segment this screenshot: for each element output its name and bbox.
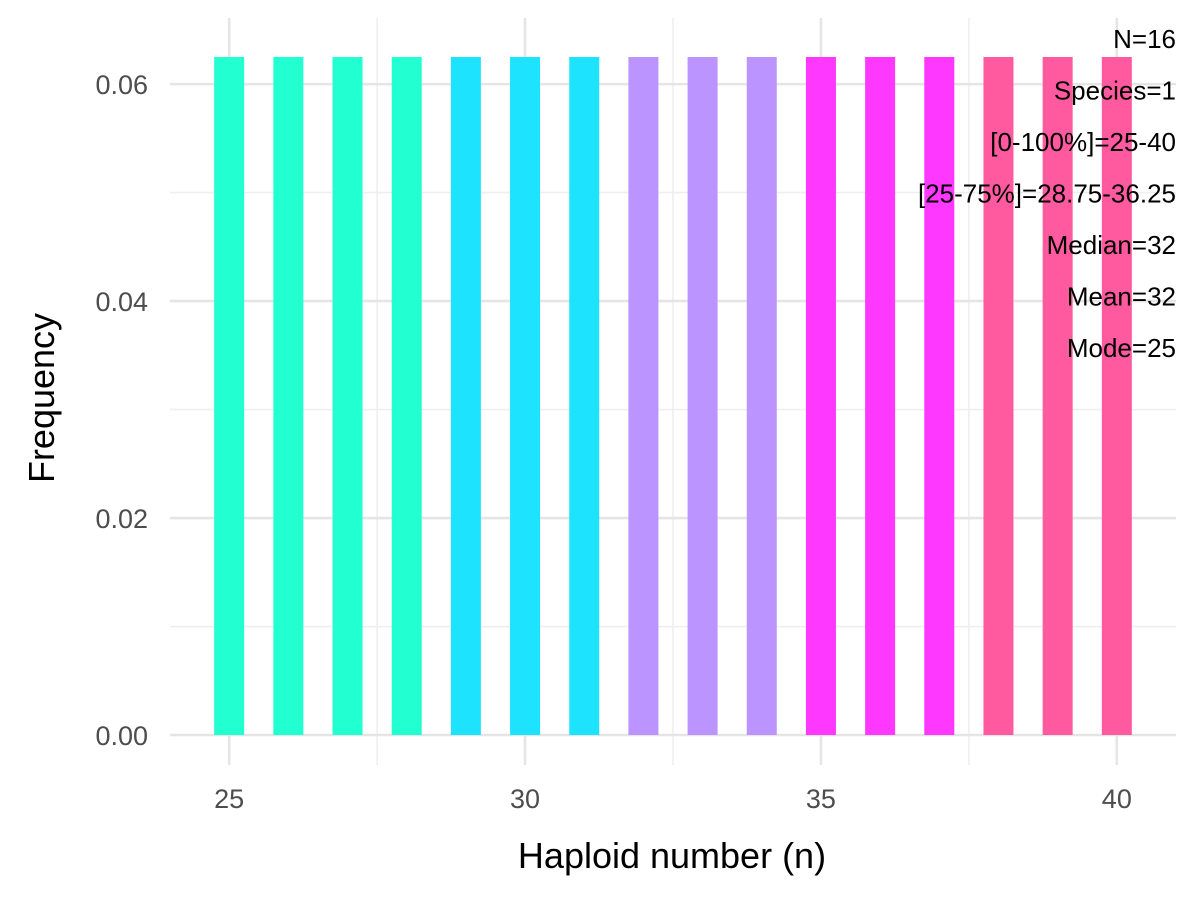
y-tick-label: 0.00 bbox=[95, 721, 148, 751]
bar-35 bbox=[805, 57, 836, 735]
stat-annotation: N=16 bbox=[1113, 24, 1176, 54]
x-tick-labels: 25 30 35 40 bbox=[214, 784, 1132, 814]
x-tick-label: 35 bbox=[806, 784, 836, 814]
x-axis-title: Haploid number (n) bbox=[518, 835, 826, 876]
bar-25 bbox=[214, 57, 245, 735]
y-tick-labels: 0.00 0.02 0.04 0.06 bbox=[95, 70, 148, 751]
y-tick-label: 0.02 bbox=[95, 504, 148, 534]
bar-40 bbox=[1101, 57, 1132, 735]
bar-32 bbox=[628, 57, 659, 735]
bars bbox=[214, 57, 1132, 735]
x-tick-label: 40 bbox=[1102, 784, 1132, 814]
stat-annotation: Mean=32 bbox=[1067, 282, 1176, 312]
bar-26 bbox=[273, 57, 304, 735]
bar-36 bbox=[865, 57, 896, 735]
summary-statistics: N=16 Species=1 [0-100%]=25-40 [25-75%]=28.7… bbox=[918, 24, 1176, 363]
stat-annotation: Mode=25 bbox=[1067, 333, 1176, 363]
stat-annotation: Species=1 bbox=[1054, 76, 1176, 106]
bar-29 bbox=[450, 57, 481, 735]
x-tick-label: 30 bbox=[510, 784, 540, 814]
bar-27 bbox=[332, 57, 363, 735]
stat-annotation: [25-75%]=28.75-36.25 bbox=[918, 179, 1176, 209]
bar-37 bbox=[924, 57, 955, 735]
stat-annotation: [0-100%]=25-40 bbox=[990, 127, 1176, 157]
y-tick-label: 0.04 bbox=[95, 287, 148, 317]
bar-30 bbox=[510, 57, 541, 735]
y-axis-title: Frequency bbox=[21, 313, 62, 483]
bar-31 bbox=[569, 57, 600, 735]
bar-33 bbox=[687, 57, 718, 735]
bar-34 bbox=[746, 57, 777, 735]
y-tick-label: 0.06 bbox=[95, 70, 148, 100]
bar-28 bbox=[391, 57, 422, 735]
stat-annotation: Median=32 bbox=[1047, 230, 1176, 260]
x-tick-label: 25 bbox=[214, 784, 244, 814]
bar-39 bbox=[1042, 57, 1073, 735]
bar-38 bbox=[983, 57, 1014, 735]
